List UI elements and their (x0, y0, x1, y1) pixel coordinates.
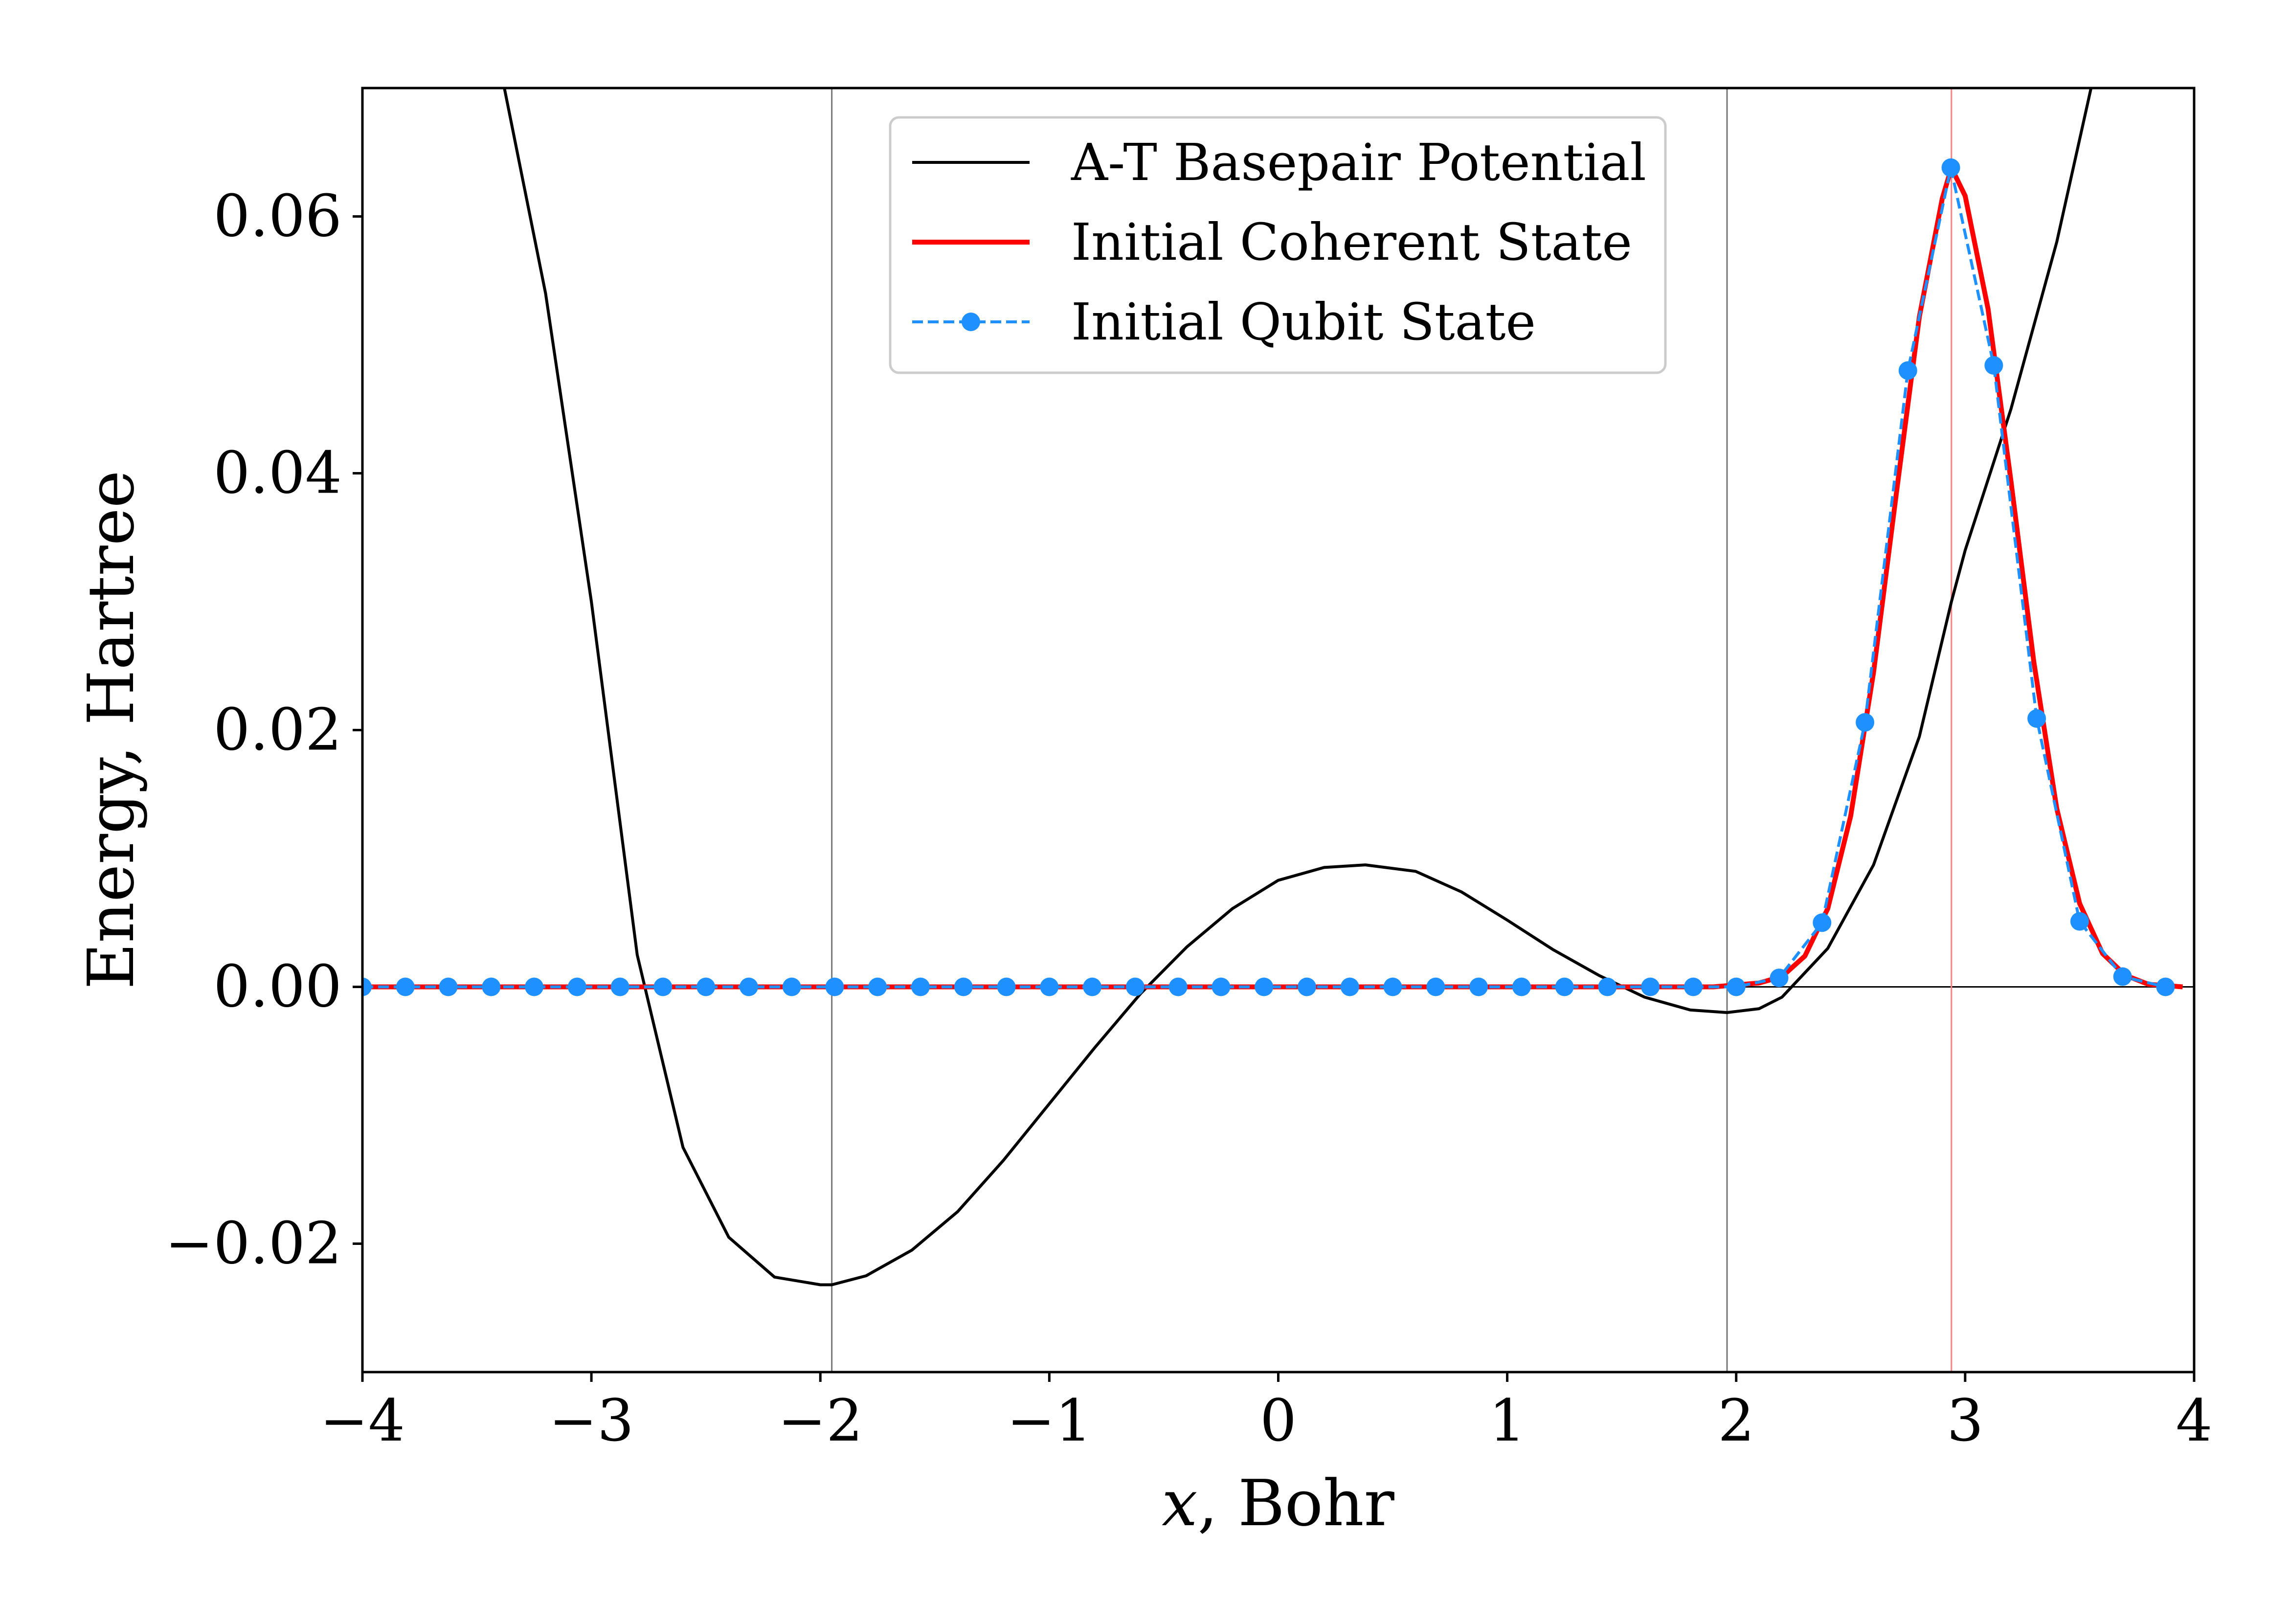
series-point-2-23 (1340, 977, 1359, 996)
series-point-2-9 (739, 977, 758, 996)
legend-box (889, 116, 1667, 374)
x-tick-label-1: −3 (549, 1387, 634, 1454)
series-point-2-20 (1212, 977, 1231, 996)
series-point-2-14 (954, 977, 973, 996)
series-point-2-25 (1426, 977, 1445, 996)
series-point-2-37 (1941, 158, 1960, 177)
series-point-2-36 (1898, 361, 1917, 380)
series-point-2-27 (1512, 977, 1531, 996)
legend-entries: A-T Basepair Potential Initial Coherent S… (912, 133, 1646, 352)
series-point-2-35 (1856, 713, 1875, 732)
series-point-2-19 (1168, 977, 1188, 996)
x-tick-label-0: −4 (320, 1387, 405, 1454)
series-point-2-17 (1083, 977, 1102, 996)
series-point-2-40 (2070, 912, 2089, 931)
legend-label-2: Initial Qubit State (1071, 292, 1536, 352)
series-point-2-33 (1770, 969, 1789, 988)
series-point-2-6 (610, 977, 629, 996)
series-point-2-21 (1255, 977, 1274, 996)
series-point-2-39 (2027, 709, 2046, 728)
x-axis-label-unit: , Bohr (1198, 1466, 1395, 1540)
series-point-2-10 (782, 977, 801, 996)
series-point-2-16 (1040, 977, 1059, 996)
series-point-2-3 (482, 977, 501, 996)
series-point-2-5 (567, 977, 586, 996)
series-point-2-12 (868, 977, 887, 996)
series-point-2-1 (396, 977, 415, 996)
series-point-2-4 (525, 977, 544, 996)
legend-marker-2 (962, 313, 980, 331)
x-axis-label: x, Bohr (1162, 1466, 1394, 1540)
marker-layer (362, 158, 2175, 996)
y-axis-ticks: −0.02 0.00 0.02 0.04 0.06 (165, 182, 362, 1277)
series-point-2-26 (1469, 977, 1488, 996)
x-axis-ticks: −4 −3 −2 −1 0 1 2 3 4 (320, 1372, 2213, 1454)
series-point-2-18 (1125, 977, 1144, 996)
series-point-2-11 (825, 977, 844, 996)
x-tick-label-7: 3 (1947, 1387, 1983, 1454)
series-point-2-2 (439, 977, 458, 996)
x-tick-label-2: −2 (778, 1387, 863, 1454)
series-point-2-0 (362, 977, 372, 996)
series-point-2-32 (1727, 977, 1746, 996)
x-tick-label-3: −1 (1007, 1387, 1092, 1454)
legend: A-T Basepair Potential Initial Coherent S… (889, 116, 1667, 374)
y-tick-label-3: 0.04 (213, 439, 342, 507)
x-tick-label-6: 2 (1718, 1387, 1754, 1454)
series-point-2-42 (2156, 977, 2175, 996)
series-point-2-22 (1298, 977, 1317, 996)
y-tick-label-0: −0.02 (165, 1210, 342, 1277)
series-point-2-7 (653, 977, 673, 996)
series-point-2-38 (1984, 356, 2003, 375)
series-point-2-41 (2113, 967, 2132, 986)
series-point-2-28 (1555, 977, 1574, 996)
series-point-2-31 (1683, 977, 1703, 996)
y-tick-label-2: 0.02 (213, 696, 342, 764)
series-point-2-34 (1813, 913, 1832, 932)
x-tick-label-8: 4 (2176, 1387, 2212, 1454)
series-point-2-29 (1598, 977, 1617, 996)
y-axis-label: Energy, Hartree (74, 470, 148, 989)
x-tick-label-5: 1 (1489, 1387, 1526, 1454)
series-point-2-8 (696, 977, 716, 996)
y-tick-label-4: 0.06 (213, 182, 342, 250)
legend-label-1: Initial Coherent State (1071, 212, 1632, 272)
x-axis-label-variable: x (1162, 1466, 1197, 1540)
series-point-2-24 (1383, 977, 1402, 996)
series-point-2-30 (1641, 977, 1660, 996)
y-tick-label-1: 0.00 (213, 953, 342, 1020)
legend-label-0: A-T Basepair Potential (1071, 133, 1646, 192)
series-line-0 (503, 88, 2093, 1286)
series-point-2-13 (911, 977, 930, 996)
x-tick-label-4: 0 (1260, 1387, 1297, 1454)
series-point-2-15 (997, 977, 1016, 996)
